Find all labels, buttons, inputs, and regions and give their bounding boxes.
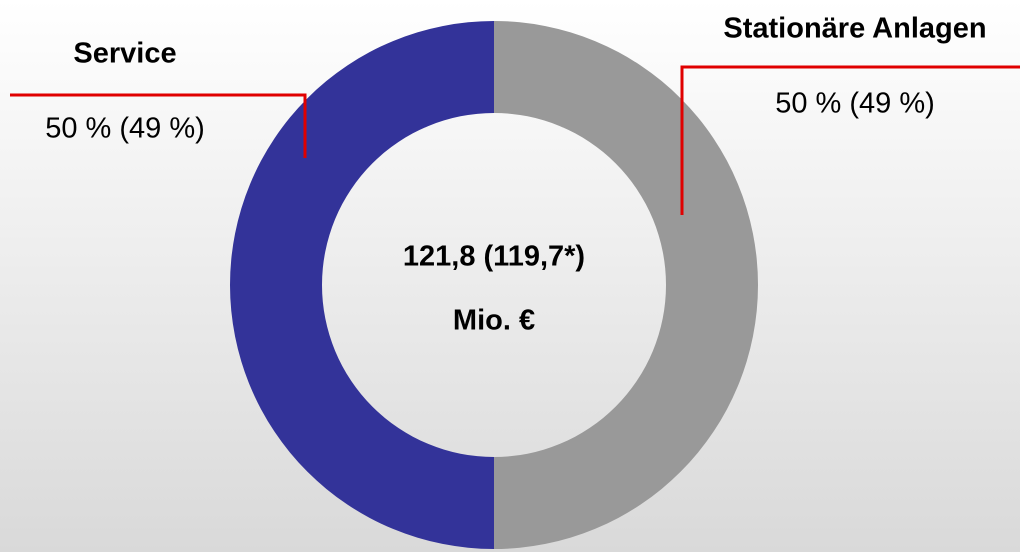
leader-line bbox=[680, 65, 1020, 215]
value-label: 50 % (49 %) bbox=[45, 113, 205, 145]
slice bbox=[230, 21, 494, 549]
slice bbox=[494, 21, 758, 549]
category-label: Service bbox=[73, 38, 176, 70]
center-text: Mio. € bbox=[453, 305, 535, 337]
donut bbox=[230, 21, 758, 549]
leader-line bbox=[10, 93, 307, 158]
category-label: Stationäre Anlagen bbox=[723, 13, 986, 45]
value-label: 50 % (49 %) bbox=[775, 88, 935, 120]
center-text: 121,8 (119,7*) bbox=[403, 241, 585, 273]
